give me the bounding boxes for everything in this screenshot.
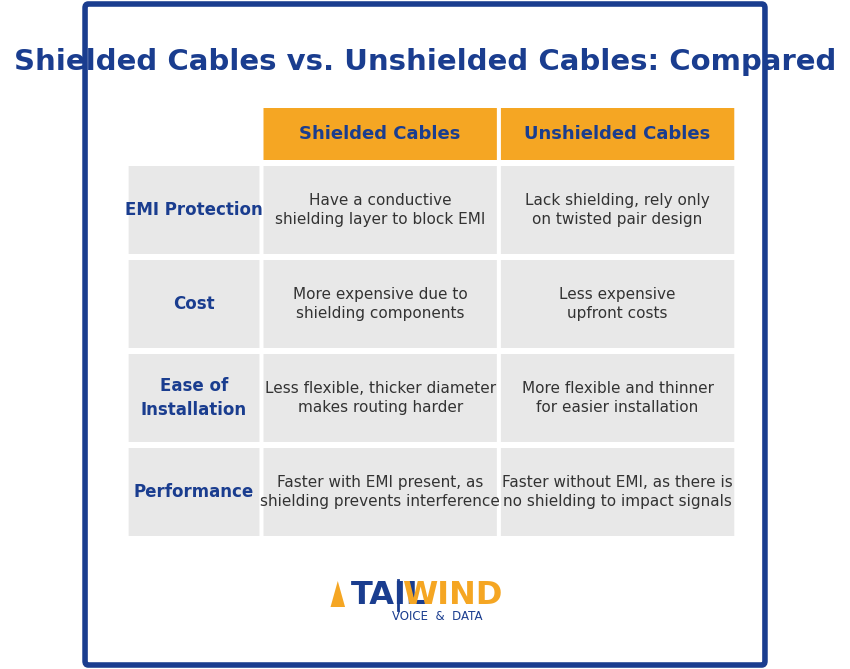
Text: Less expensive
upfront costs: Less expensive upfront costs (559, 286, 676, 321)
Text: EMI Protection: EMI Protection (125, 201, 263, 219)
FancyBboxPatch shape (128, 448, 259, 536)
Text: More flexible and thinner
for easier installation: More flexible and thinner for easier ins… (522, 381, 714, 415)
FancyBboxPatch shape (264, 260, 497, 348)
Text: WIND: WIND (401, 579, 502, 611)
Text: Have a conductive
shielding layer to block EMI: Have a conductive shielding layer to blo… (275, 193, 485, 227)
FancyBboxPatch shape (501, 354, 734, 442)
FancyBboxPatch shape (128, 354, 259, 442)
Text: VOICE  &  DATA: VOICE & DATA (392, 611, 482, 624)
Text: Lack shielding, rely only
on twisted pair design: Lack shielding, rely only on twisted pai… (525, 193, 710, 227)
Text: Faster with EMI present, as
shielding prevents interference: Faster with EMI present, as shielding pr… (260, 474, 500, 509)
Text: Less flexible, thicker diameter
makes routing harder: Less flexible, thicker diameter makes ro… (264, 381, 496, 415)
FancyBboxPatch shape (501, 448, 734, 536)
Text: Unshielded Cables: Unshielded Cables (524, 125, 711, 143)
Text: More expensive due to
shielding components: More expensive due to shielding componen… (292, 286, 468, 321)
FancyBboxPatch shape (128, 260, 259, 348)
Text: Ease of
Installation: Ease of Installation (141, 377, 247, 419)
Text: TAIL: TAIL (351, 579, 427, 611)
FancyBboxPatch shape (128, 166, 259, 254)
Text: Faster without EMI, as there is
no shielding to impact signals: Faster without EMI, as there is no shiel… (502, 474, 733, 509)
Text: Shielded Cables vs. Unshielded Cables: Compared: Shielded Cables vs. Unshielded Cables: C… (14, 48, 836, 76)
FancyBboxPatch shape (501, 108, 734, 160)
Text: Performance: Performance (134, 483, 254, 501)
FancyBboxPatch shape (264, 108, 497, 160)
FancyBboxPatch shape (264, 354, 497, 442)
FancyBboxPatch shape (501, 166, 734, 254)
Text: Shielded Cables: Shielded Cables (299, 125, 461, 143)
FancyBboxPatch shape (501, 260, 734, 348)
FancyBboxPatch shape (264, 166, 497, 254)
FancyBboxPatch shape (85, 4, 765, 665)
FancyBboxPatch shape (264, 448, 497, 536)
Polygon shape (331, 581, 345, 607)
Text: Cost: Cost (173, 295, 215, 313)
